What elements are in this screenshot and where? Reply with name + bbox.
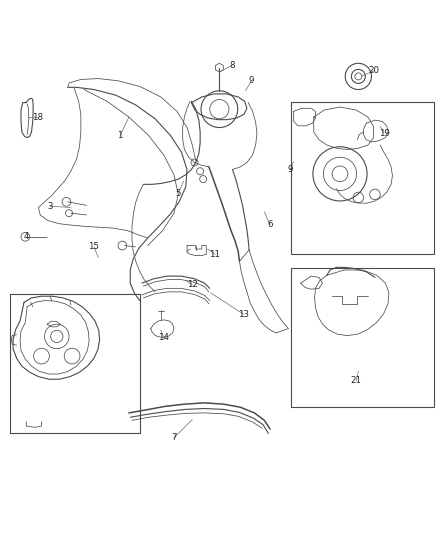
Text: 18: 18 xyxy=(31,112,43,122)
Text: 3: 3 xyxy=(48,201,53,211)
Text: 21: 21 xyxy=(350,376,362,385)
Text: 15: 15 xyxy=(88,243,100,252)
Bar xyxy=(291,268,434,407)
Text: 7: 7 xyxy=(171,433,177,442)
Bar xyxy=(10,294,140,433)
Text: 19: 19 xyxy=(379,128,389,138)
Text: 8: 8 xyxy=(229,61,235,70)
Bar xyxy=(291,102,434,254)
Text: 9: 9 xyxy=(249,76,254,85)
Text: 1: 1 xyxy=(118,131,123,140)
Text: 13: 13 xyxy=(238,310,250,319)
Text: 9: 9 xyxy=(288,165,293,174)
Text: 4: 4 xyxy=(24,232,29,241)
Text: 14: 14 xyxy=(158,333,169,342)
Text: 6: 6 xyxy=(267,221,273,230)
Text: 11: 11 xyxy=(209,250,221,259)
Text: 12: 12 xyxy=(187,280,198,289)
Text: 5: 5 xyxy=(176,189,181,198)
Text: 20: 20 xyxy=(368,66,380,75)
